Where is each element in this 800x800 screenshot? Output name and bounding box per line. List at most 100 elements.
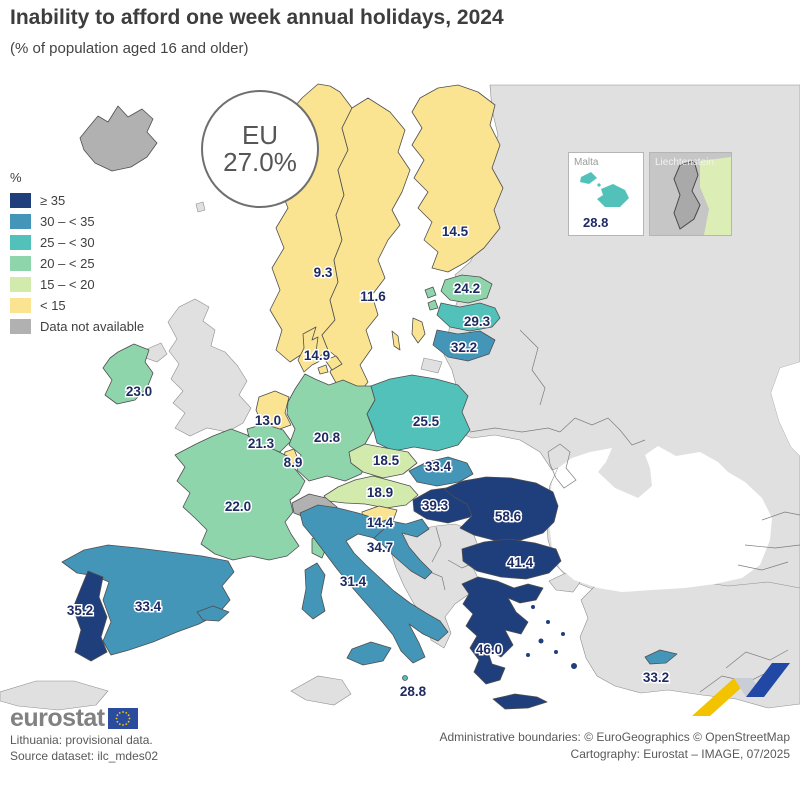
legend-row-c30: 30 – < 35 xyxy=(10,211,144,232)
footnote-source-dataset: Source dataset: ilc_mdes02 xyxy=(10,749,159,763)
country-austria xyxy=(323,475,419,509)
aegean-islands xyxy=(526,590,577,669)
eu-average-badge: EU 27.0% xyxy=(201,90,319,208)
island-balearics xyxy=(196,605,230,622)
flag-star xyxy=(118,712,121,714)
flag-star xyxy=(118,723,121,725)
value-label-se: 11.6 xyxy=(360,289,386,304)
value-label-lv: 29.3 xyxy=(464,314,491,329)
legend-label-c25: 25 – < 30 xyxy=(40,235,95,250)
country-greece xyxy=(461,576,544,685)
country-cyprus xyxy=(644,649,678,665)
country-malta-dot xyxy=(402,675,408,681)
legend-swatch-c15 xyxy=(10,277,31,292)
country-iceland xyxy=(79,105,158,172)
value-label-mt: 28.8 xyxy=(400,684,427,699)
malta-comino xyxy=(597,183,601,187)
flag-star xyxy=(115,717,118,720)
country-netherlands xyxy=(255,390,292,431)
legend-swatch-c35 xyxy=(10,193,31,208)
country-finland xyxy=(411,84,504,273)
malta-gozo xyxy=(580,172,597,184)
value-label-lt: 32.2 xyxy=(451,340,477,355)
country-bulgaria xyxy=(461,538,562,580)
tunisia xyxy=(290,675,352,706)
malta-inset: Malta 28.8 xyxy=(568,152,644,236)
country-denmark xyxy=(297,326,323,373)
value-label-ro: 58.6 xyxy=(495,509,522,524)
ribbon-blue xyxy=(746,663,790,697)
united-kingdom xyxy=(167,298,252,437)
value-label-hr: 34.7 xyxy=(367,540,393,555)
legend-row-c15: 15 – < 20 xyxy=(10,274,144,295)
island-gotland xyxy=(411,317,426,344)
flag-star xyxy=(116,714,118,717)
kaliningrad xyxy=(420,357,443,374)
value-label-cz: 18.5 xyxy=(373,453,400,468)
eu-flag-icon xyxy=(107,708,138,729)
legend: % ≥ 35 30 – < 35 25 – < 30 20 – < 25 15 – < … xyxy=(10,170,144,337)
value-label-at: 18.9 xyxy=(367,485,393,500)
eurostat-logo: eurostat xyxy=(10,704,138,733)
flag-star xyxy=(121,711,124,713)
country-estonia xyxy=(440,274,493,304)
legend-swatch-c30 xyxy=(10,214,31,229)
malta-main-island xyxy=(597,184,629,207)
flag-star xyxy=(116,720,118,723)
country-portugal xyxy=(72,570,108,662)
seas xyxy=(548,362,800,592)
denmark-islands xyxy=(317,355,343,375)
legend-label-c15: 15 – < 20 xyxy=(40,277,95,292)
malta-inset-value: 28.8 xyxy=(583,215,609,230)
value-label-ie: 23.0 xyxy=(126,384,152,399)
page-title: Inability to afford one week annual holi… xyxy=(10,6,504,29)
country-lithuania xyxy=(432,329,496,362)
liechtenstein-shape xyxy=(673,160,701,230)
legend-label-c35: ≥ 35 xyxy=(40,193,66,208)
country-slovakia xyxy=(408,456,474,487)
caspian-sea xyxy=(771,362,800,456)
value-label-lu: 8.9 xyxy=(284,455,303,470)
legend-label-c30: 30 – < 35 xyxy=(40,214,95,229)
island-sicily xyxy=(346,641,392,666)
country-italy xyxy=(299,504,449,664)
legend-label-c20: 20 – < 25 xyxy=(40,256,95,271)
morocco xyxy=(0,680,109,711)
value-label-fr: 22.0 xyxy=(225,499,251,514)
country-latvia xyxy=(436,302,501,332)
eu-value: 27.0% xyxy=(223,147,297,177)
countries xyxy=(61,83,678,710)
value-label-ee: 24.2 xyxy=(454,281,480,296)
value-label-si: 14.4 xyxy=(367,515,394,530)
flag-star xyxy=(128,717,131,720)
liechtenstein-inset-map xyxy=(673,157,731,235)
legend-swatch-c0 xyxy=(10,298,31,313)
liechtenstein-inset: Liechtenstein xyxy=(649,152,732,236)
flag-star xyxy=(127,714,130,717)
flag-star xyxy=(127,720,130,723)
legend-label-nodata: Data not available xyxy=(40,319,145,334)
value-label-dk: 14.9 xyxy=(304,348,330,363)
image-ribbon-logo xyxy=(692,663,790,716)
estonia-islands xyxy=(424,286,439,311)
country-czechia xyxy=(348,443,418,479)
country-romania xyxy=(443,476,559,542)
footnote-provisional: Lithuania: provisional data. xyxy=(10,733,153,747)
flag-star xyxy=(125,723,127,725)
legend-swatch-c25 xyxy=(10,235,31,250)
value-label-nl: 13.0 xyxy=(255,413,281,428)
value-label-fi: 14.5 xyxy=(442,224,469,239)
eurostat-wordmark: eurostat xyxy=(10,704,105,732)
value-label-it: 31.4 xyxy=(340,574,367,589)
legend-rows: ≥ 35 30 – < 35 25 – < 30 20 – < 25 15 – < 20… xyxy=(10,190,144,337)
credit-boundaries: Administrative boundaries: © EuroGeograp… xyxy=(439,730,790,744)
island-crete xyxy=(492,693,548,710)
flag-star xyxy=(125,712,127,714)
legend-row-c25: 25 – < 30 xyxy=(10,232,144,253)
legend-row-c20: 20 – < 25 xyxy=(10,253,144,274)
value-label-cy: 33.2 xyxy=(643,670,669,685)
island-sardinia xyxy=(301,562,326,620)
flag-star xyxy=(121,724,124,726)
value-label-sk: 33.4 xyxy=(425,459,452,474)
